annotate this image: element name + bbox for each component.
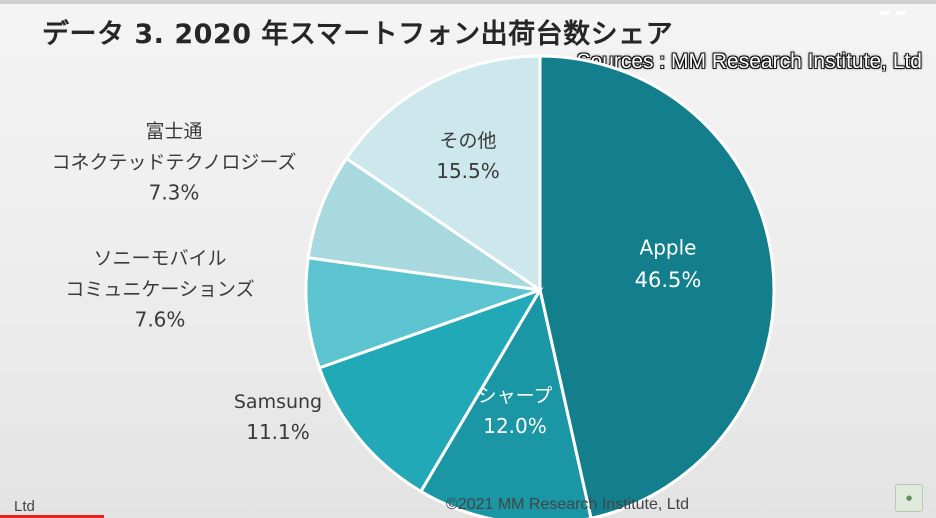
slice-value-other: 15.5% <box>436 159 500 183</box>
slice-value-samsung: 11.1% <box>246 420 310 444</box>
slice-value-apple: 46.5% <box>635 268 702 292</box>
pie-slice-sony <box>304 256 541 370</box>
pie-slice-apple <box>538 54 776 518</box>
slice-label-samsung: Samsung <box>234 391 322 413</box>
video-progress-bar[interactable] <box>0 515 104 518</box>
slice-value-sony: 7.6% <box>135 308 186 332</box>
channel-logo-icon[interactable]: ● <box>895 484 923 512</box>
slice-label-other: その他 <box>439 130 496 152</box>
slice-label-fujitsu: 富士通 <box>145 121 202 143</box>
slice-label-sharp: シャープ <box>478 385 553 407</box>
video-top-strip <box>0 0 936 4</box>
slice-label-sony: コミュニケーションズ <box>65 279 254 301</box>
copyright-notice: ©2021 MM Research Institute, Ltd <box>446 496 690 513</box>
pie-slice-other <box>344 54 542 293</box>
chart-title: データ 3. 2020 年スマートフォン出荷台数シェア <box>42 19 674 50</box>
slice-label-apple: Apple <box>640 236 697 260</box>
pie-slice-fujitsu <box>306 156 541 292</box>
slice-label-sony: ソニーモバイル <box>93 248 226 270</box>
pie-slice-samsung <box>317 287 544 494</box>
pie-slice-sharp <box>418 285 593 518</box>
sources-caption: Sources : MM Research Institute, Ltd <box>576 50 922 73</box>
slice-label-fujitsu: コネクテッドテクノロジーズ <box>52 152 297 174</box>
video-top-controls <box>874 0 914 15</box>
slice-value-sharp: 12.0% <box>483 414 547 438</box>
slice-value-fujitsu: 7.3% <box>149 181 200 205</box>
footer-left-text: Ltd <box>14 498 35 515</box>
